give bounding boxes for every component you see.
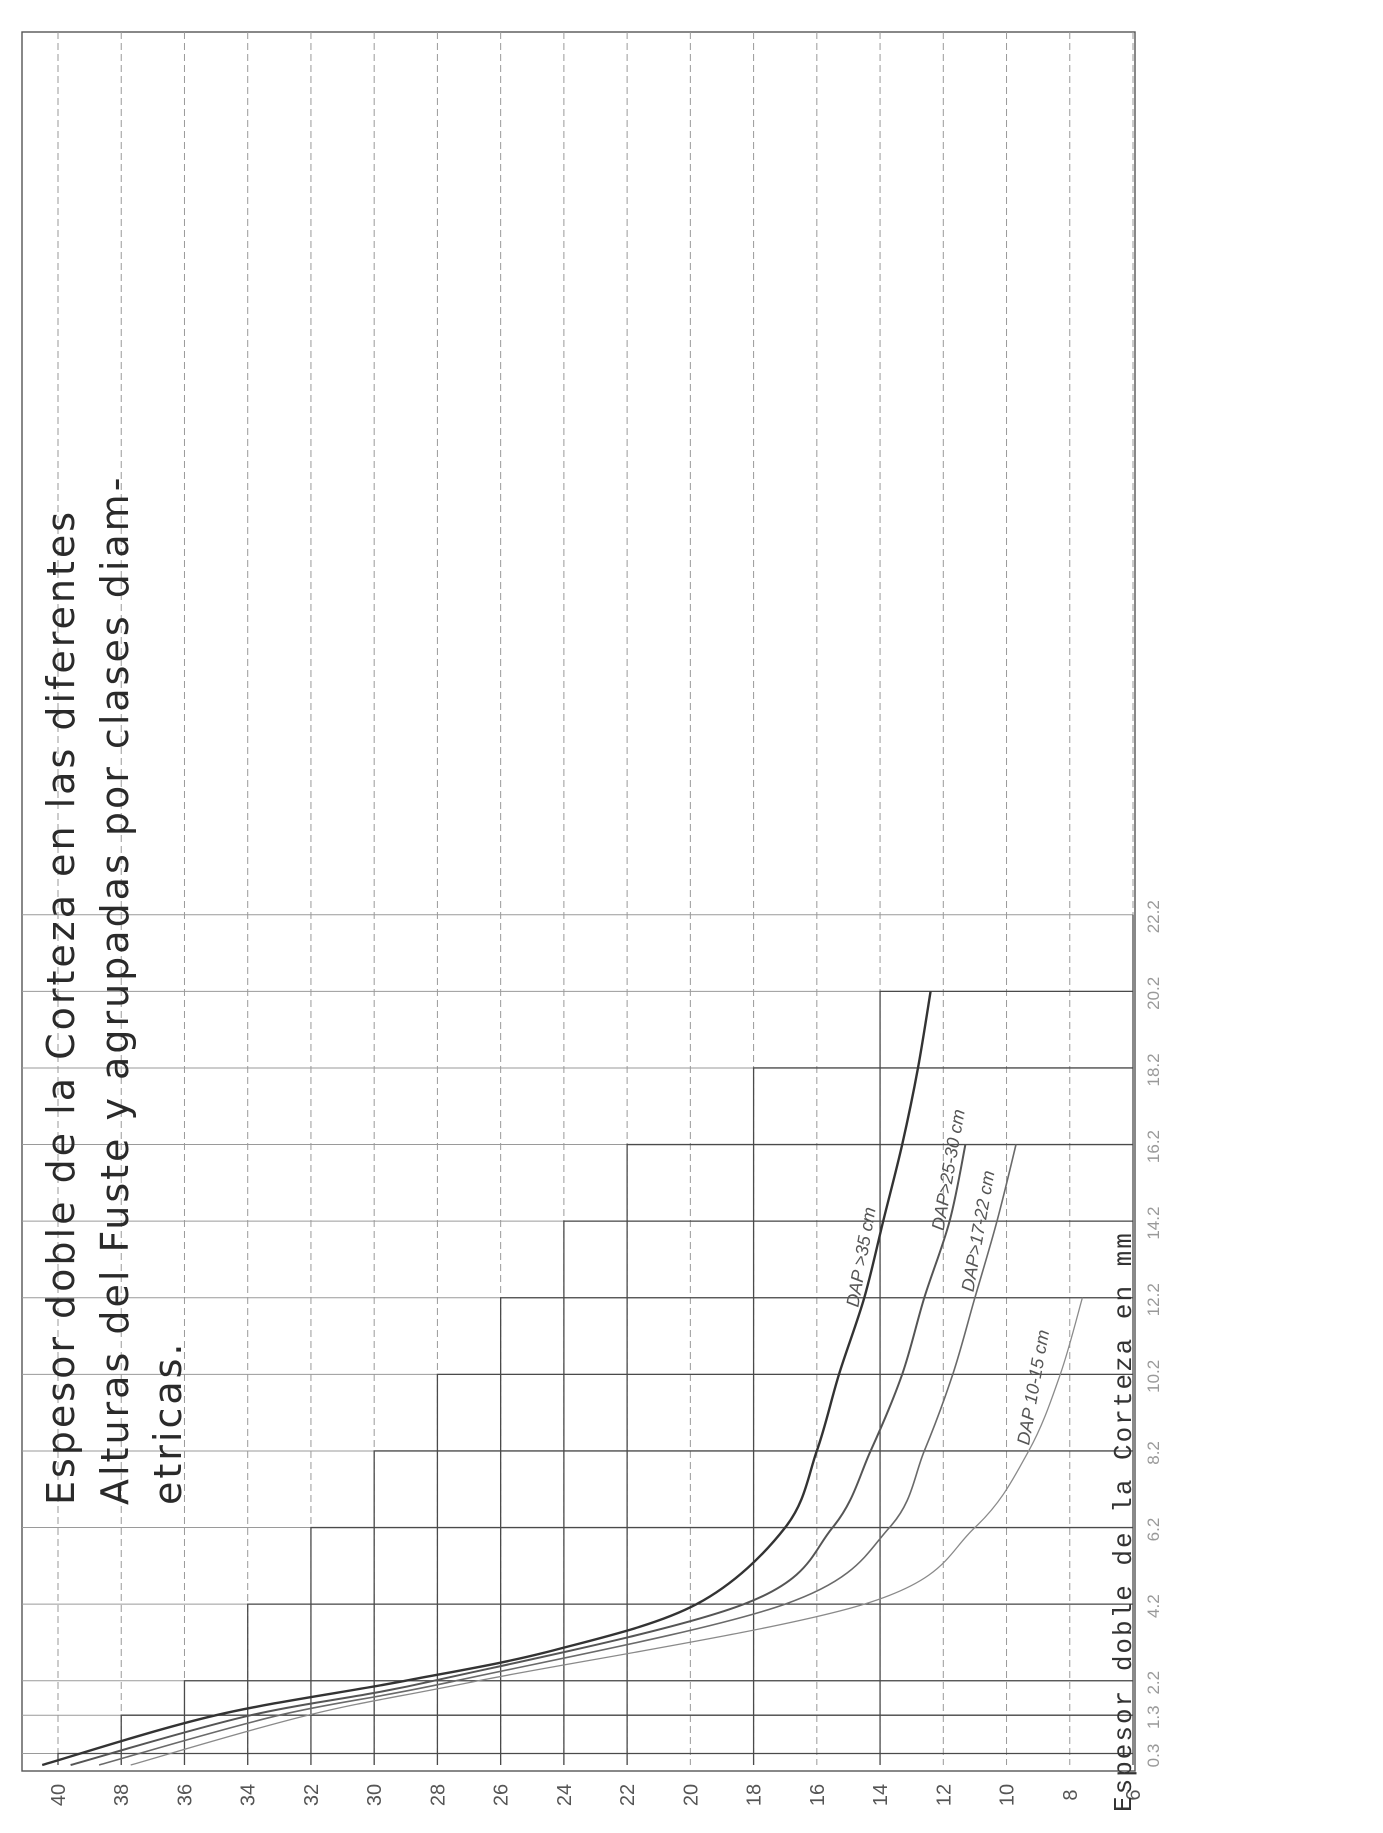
y-tick-label: 14 xyxy=(870,1784,892,1806)
series-line-1 xyxy=(41,991,932,1767)
series-line-4 xyxy=(130,1297,1084,1766)
y-tick-label: 26 xyxy=(491,1784,513,1806)
x-tick-label: 2.2 xyxy=(1144,1671,1163,1695)
y-axis-title: Espesor doble de la Corteza en mm xyxy=(1109,1231,1139,1812)
series-line-3 xyxy=(98,1144,1017,1766)
caption-line-3: etricas. xyxy=(146,1340,190,1505)
x-tick-label: 1.3 xyxy=(1144,1705,1163,1729)
x-tick-label: 12.2 xyxy=(1144,1283,1163,1316)
y-tick-label: 18 xyxy=(744,1784,766,1806)
grid-layer xyxy=(21,31,1136,1772)
x-tick-label: 16.2 xyxy=(1144,1130,1163,1163)
y-tick-label: 32 xyxy=(301,1784,323,1806)
y-tick-label: 20 xyxy=(680,1784,702,1806)
caption-line-1: Espesor doble de la Corteza en las difer… xyxy=(39,509,83,1505)
x-tick-label: 18.2 xyxy=(1144,1053,1163,1086)
y-tick-label: 22 xyxy=(617,1784,639,1806)
y-tick-label: 8 xyxy=(1060,1789,1082,1800)
staircase-guide xyxy=(57,914,1134,1765)
y-tick-label: 40 xyxy=(48,1784,70,1806)
stair-layer xyxy=(57,914,1134,1765)
y-tick-label: 36 xyxy=(174,1784,196,1806)
x-tick-label: 22.2 xyxy=(1144,900,1163,933)
y-tick-label: 30 xyxy=(364,1784,386,1806)
y-tick-label: 28 xyxy=(427,1784,449,1806)
x-tick-label: 6.2 xyxy=(1144,1518,1163,1542)
y-tick-label: 6 xyxy=(1123,1789,1145,1800)
x-tick-label: 10.2 xyxy=(1144,1360,1163,1393)
caption-line-2: Alturas del Fuste y agrupadas por clases… xyxy=(93,475,137,1505)
tick-layer: 40 38 36 34 32 30 28 26 24 22 20 18 16 14 12 10 8 6 0.3 1.3… xyxy=(48,900,1163,1806)
y-tick-label: 10 xyxy=(997,1784,1019,1806)
x-tick-label: 8.2 xyxy=(1144,1441,1163,1465)
x-tick-label: 14.2 xyxy=(1144,1207,1163,1240)
series-label-2: DAP>25-30 cm xyxy=(928,1108,969,1232)
x-tick-label: 4.2 xyxy=(1144,1594,1163,1618)
y-tick-label: 34 xyxy=(238,1784,260,1806)
series-label-4: DAP 10-15 cm xyxy=(1013,1328,1053,1446)
plot-frame xyxy=(21,31,1136,1772)
y-tick-label: 12 xyxy=(933,1784,955,1806)
y-tick-label: 16 xyxy=(807,1784,829,1806)
series-label-3: DAP>17-22 cm xyxy=(958,1169,999,1293)
x-tick-label: 20.2 xyxy=(1144,977,1163,1010)
y-tick-label: 24 xyxy=(554,1784,576,1806)
series-line-2 xyxy=(70,1144,967,1766)
x-tick-label: 0.3 xyxy=(1144,1744,1163,1768)
y-tick-label: 38 xyxy=(111,1784,133,1806)
